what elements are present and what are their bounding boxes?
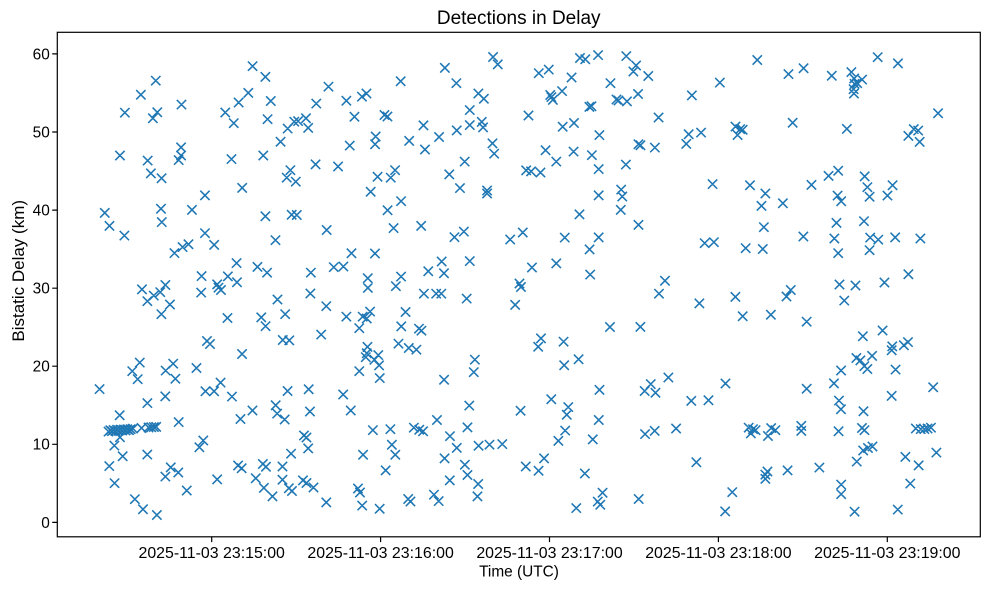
svg-text:2025-11-03 23:17:00: 2025-11-03 23:17:00 bbox=[476, 545, 623, 562]
svg-text:30: 30 bbox=[33, 281, 50, 298]
svg-text:40: 40 bbox=[33, 203, 50, 220]
svg-text:50: 50 bbox=[33, 124, 50, 141]
svg-text:2025-11-03 23:19:00: 2025-11-03 23:19:00 bbox=[814, 545, 961, 562]
svg-text:2025-11-03 23:15:00: 2025-11-03 23:15:00 bbox=[139, 545, 286, 562]
svg-text:Time (UTC): Time (UTC) bbox=[479, 564, 559, 581]
svg-text:2025-11-03 23:18:00: 2025-11-03 23:18:00 bbox=[645, 545, 792, 562]
svg-text:10: 10 bbox=[33, 437, 50, 454]
svg-text:0: 0 bbox=[41, 515, 50, 532]
svg-text:Bistatic Delay (km): Bistatic Delay (km) bbox=[9, 200, 28, 342]
svg-text:60: 60 bbox=[33, 46, 50, 63]
svg-text:20: 20 bbox=[33, 359, 50, 376]
svg-text:2025-11-03 23:16:00: 2025-11-03 23:16:00 bbox=[307, 545, 454, 562]
svg-text:Detections in Delay: Detections in Delay bbox=[437, 8, 601, 29]
